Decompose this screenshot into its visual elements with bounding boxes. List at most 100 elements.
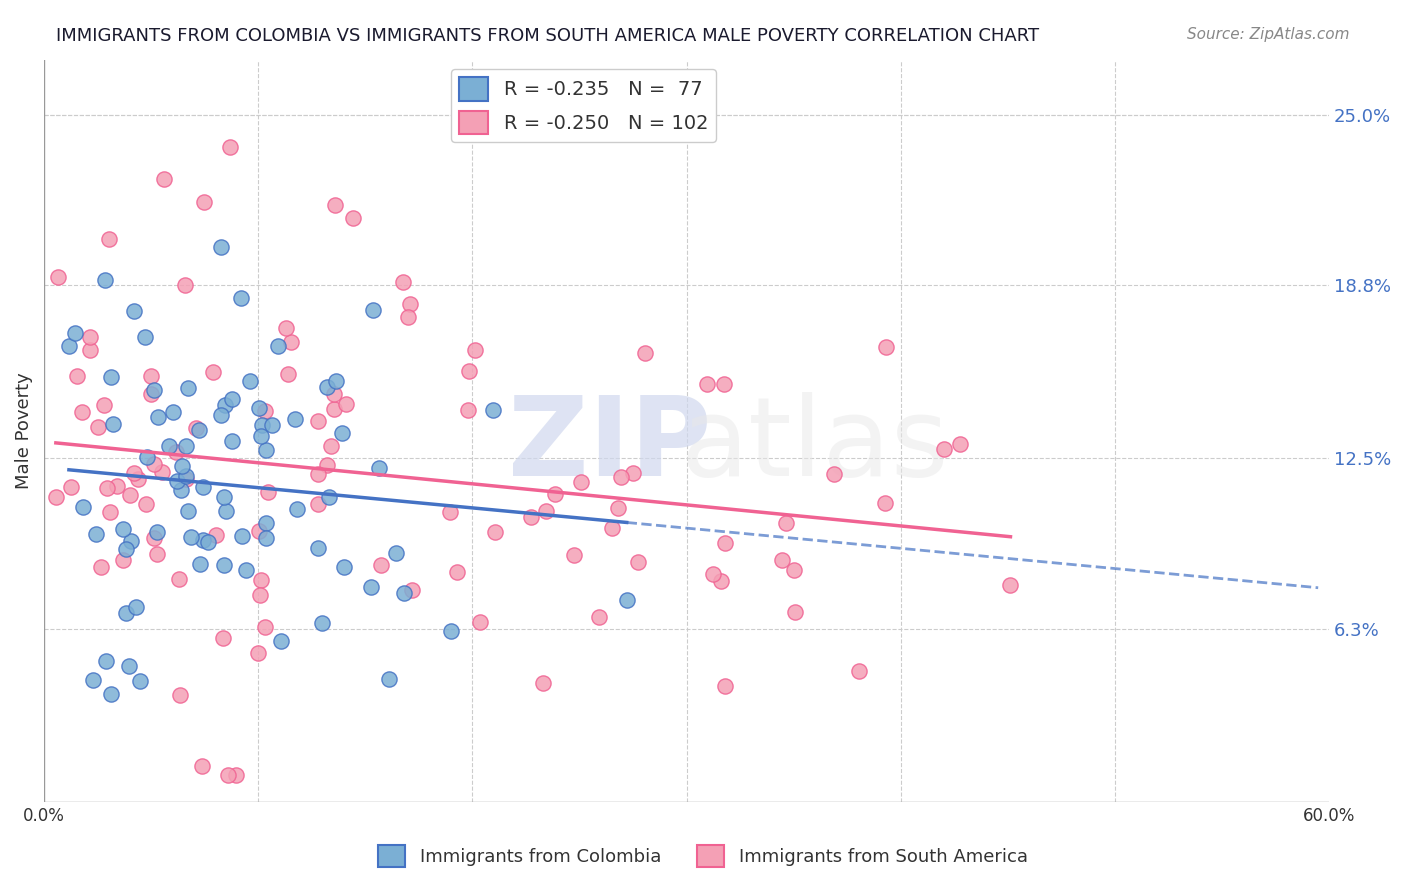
Point: [873, 496, 896, 510]
Point: [174, 472, 197, 486]
Point: [484, 524, 506, 539]
Point: [285, 502, 308, 516]
Point: [713, 376, 735, 391]
Point: [247, 646, 270, 660]
Point: [875, 340, 897, 354]
Point: [225, 768, 247, 782]
Point: [775, 516, 797, 530]
Y-axis label: Male Poverty: Male Poverty: [15, 373, 32, 490]
Point: [146, 524, 169, 539]
Point: [193, 195, 215, 210]
Point: [90, 560, 112, 574]
Legend: Immigrants from Colombia, Immigrants from South America: Immigrants from Colombia, Immigrants fro…: [371, 838, 1035, 874]
Point: [325, 198, 347, 212]
Point: [135, 450, 157, 465]
Point: [231, 529, 253, 543]
Point: [256, 485, 278, 500]
Point: [588, 610, 610, 624]
Point: [311, 615, 333, 630]
Point: [193, 480, 215, 494]
Point: [118, 488, 141, 502]
Point: [173, 278, 195, 293]
Point: [330, 426, 353, 441]
Point: [209, 240, 232, 254]
Point: [118, 659, 141, 673]
Point: [280, 334, 302, 349]
Point: [96, 654, 118, 668]
Point: [392, 586, 415, 600]
Point: [360, 580, 382, 594]
Point: [146, 409, 169, 424]
Point: [276, 321, 298, 335]
Point: [72, 500, 94, 515]
Point: [783, 563, 806, 577]
Point: [202, 365, 225, 379]
Point: [607, 501, 630, 516]
Point: [323, 387, 346, 401]
Point: [714, 536, 737, 550]
Point: [446, 566, 468, 580]
Point: [600, 521, 623, 535]
Point: [93, 398, 115, 412]
Point: [58, 339, 80, 353]
Point: [239, 374, 262, 388]
Point: [122, 466, 145, 480]
Point: [180, 530, 202, 544]
Point: [543, 487, 565, 501]
Point: [79, 329, 101, 343]
Point: [307, 541, 329, 555]
Point: [221, 434, 243, 448]
Point: [262, 417, 284, 432]
Text: Source: ZipAtlas.com: Source: ZipAtlas.com: [1187, 27, 1350, 42]
Point: [217, 768, 239, 782]
Point: [249, 574, 271, 588]
Point: [221, 392, 243, 407]
Point: [316, 458, 339, 473]
Point: [112, 552, 135, 566]
Point: [319, 439, 342, 453]
Point: [105, 479, 128, 493]
Point: [190, 758, 212, 772]
Point: [392, 275, 415, 289]
Point: [45, 490, 67, 504]
Text: atlas: atlas: [681, 392, 949, 500]
Point: [174, 468, 197, 483]
Point: [103, 417, 125, 431]
Point: [219, 139, 242, 153]
Point: [785, 605, 807, 619]
Point: [214, 503, 236, 517]
Point: [214, 398, 236, 412]
Point: [399, 296, 422, 310]
Point: [270, 633, 292, 648]
Point: [93, 272, 115, 286]
Point: [153, 172, 176, 186]
Point: [562, 548, 585, 562]
Point: [247, 401, 270, 415]
Point: [520, 509, 543, 524]
Point: [169, 688, 191, 702]
Text: ZIP: ZIP: [508, 392, 711, 500]
Point: [370, 558, 392, 572]
Point: [150, 466, 173, 480]
Point: [214, 491, 236, 505]
Point: [250, 418, 273, 433]
Point: [250, 429, 273, 443]
Point: [141, 368, 163, 383]
Point: [318, 490, 340, 504]
Point: [124, 304, 146, 318]
Point: [184, 421, 207, 435]
Point: [142, 383, 165, 397]
Point: [72, 405, 94, 419]
Point: [127, 472, 149, 486]
Point: [115, 606, 138, 620]
Point: [616, 592, 638, 607]
Point: [714, 679, 737, 693]
Point: [63, 326, 86, 340]
Point: [166, 474, 188, 488]
Point: [187, 423, 209, 437]
Point: [316, 380, 339, 394]
Point: [134, 330, 156, 344]
Point: [79, 343, 101, 357]
Point: [98, 232, 121, 246]
Point: [396, 310, 419, 325]
